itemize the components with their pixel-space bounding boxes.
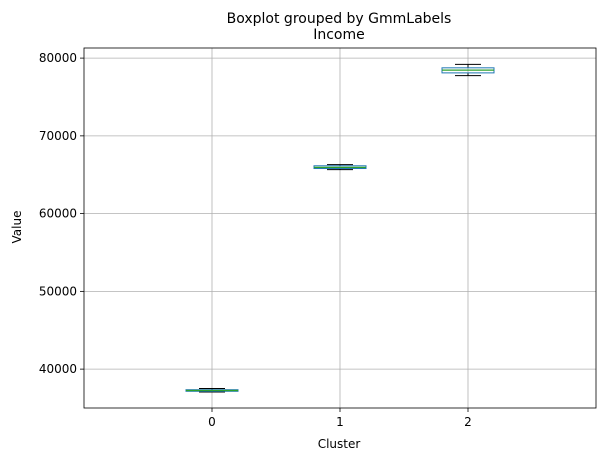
y-tick-label: 80000 [39, 51, 77, 65]
y-tick-label: 60000 [39, 207, 77, 221]
box-1 [313, 164, 367, 171]
boxes [185, 63, 495, 393]
y-tick-label: 50000 [39, 284, 77, 298]
x-axis-label: Cluster [318, 437, 361, 451]
box-0 [185, 388, 239, 393]
y-tick-label: 40000 [39, 362, 77, 376]
x-tick-label: 2 [464, 415, 472, 429]
grid [84, 48, 596, 408]
chart-title: Income [313, 27, 365, 43]
x-tick-label: 1 [336, 415, 344, 429]
y-tick-label: 70000 [39, 129, 77, 143]
ticks: 40000 50000 60000 70000 80000 0 1 2 [39, 51, 472, 429]
x-tick-label: 0 [208, 415, 216, 429]
chart-suptitle: Boxplot grouped by GmmLabels [227, 11, 452, 27]
y-axis-label: Value [10, 211, 24, 244]
box-2 [441, 63, 495, 77]
